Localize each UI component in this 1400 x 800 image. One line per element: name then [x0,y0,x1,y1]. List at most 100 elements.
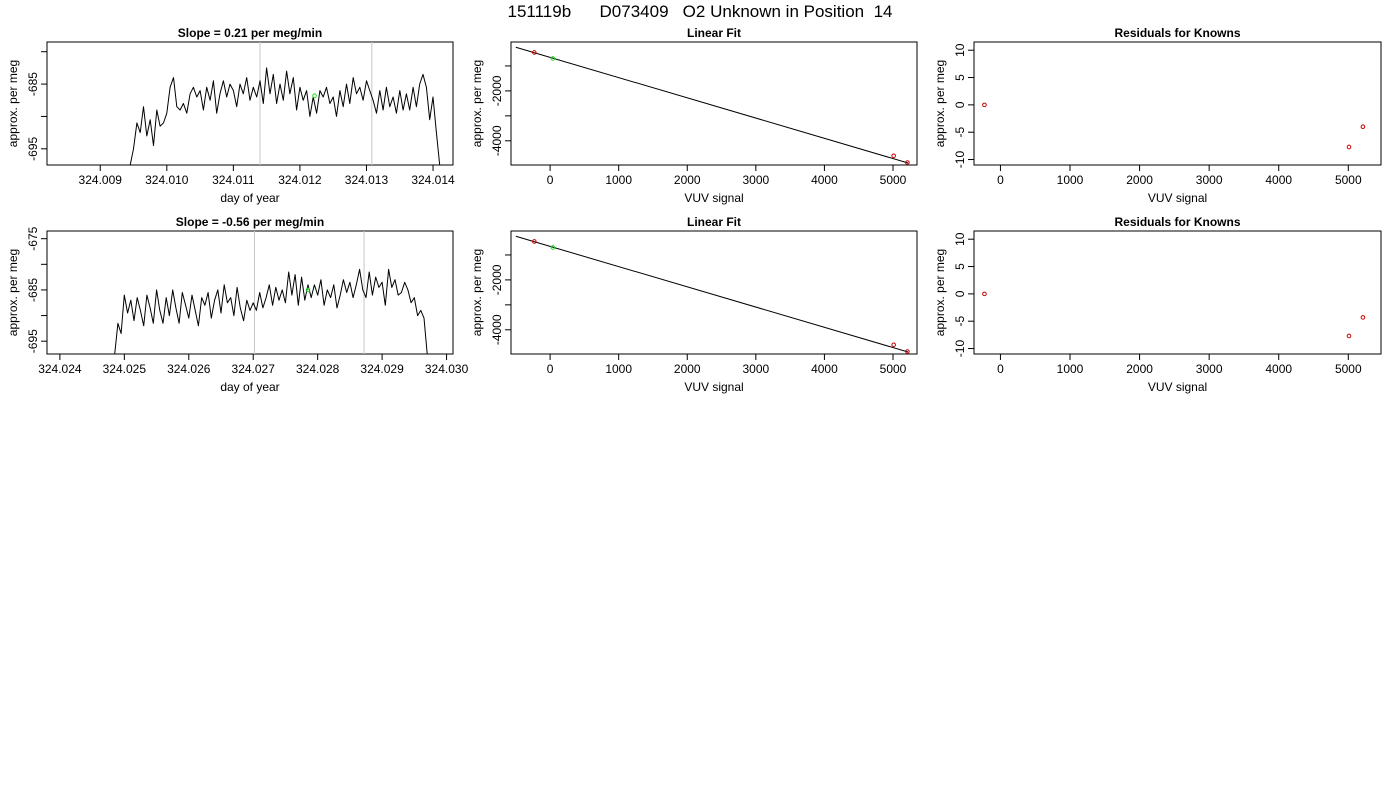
x-tick-label: 1000 [605,173,632,187]
x-tick-label: 5000 [880,173,907,187]
y-tick-label: -5 [953,127,967,138]
x-axis-label: VUV signal [684,380,743,394]
x-axis-label: VUV signal [1148,191,1207,205]
data-point [532,239,537,244]
x-tick-label: 5000 [1335,173,1362,187]
x-tick-label: 4000 [1265,362,1292,376]
x-axis-label: VUV signal [684,191,743,205]
x-tick-label: 324.024 [38,362,82,376]
y-tick-label: -695 [26,329,40,353]
x-axis-label: day of year [220,191,279,205]
data-point [1346,333,1352,339]
data-point [550,245,556,250]
y-tick-label: -10 [953,151,967,169]
data-point [905,160,910,165]
y-tick-label: -10 [953,340,967,358]
series-line [114,268,428,354]
y-tick-label: -2000 [490,75,504,106]
y-tick-label: 10 [953,232,967,246]
data-point [891,342,896,348]
x-tick-label: 324.009 [79,173,123,187]
x-tick-label: 324.026 [167,362,211,376]
chart-title: Linear Fit [687,215,741,229]
y-tick-label: 0 [953,290,967,297]
x-tick-label: 1000 [1057,173,1084,187]
chart-panel-4: Slope = -0.56 per meg/min 324.024 324.025 3… [6,215,469,394]
x-tick-label: 4000 [811,173,838,187]
figure-title: 151119b D073409 O2 Unknown in Position 1… [507,2,893,21]
x-tick-label: 4000 [811,362,838,376]
fit-line [515,235,909,353]
x-tick-label: 5000 [1335,362,1362,376]
data-point [1360,124,1366,130]
chart-panel-5: Linear Fit 0 1000 2000 3000 4000 5000 VUV signa… [470,215,918,394]
chart-title: Linear Fit [687,26,741,40]
chart-title: Slope = 0.21 per meg/min [178,26,322,40]
chart-panel-1: Slope = 0.21 per meg/min 324.009 324.010 32… [6,26,455,205]
x-tick-label: 3000 [742,173,769,187]
x-tick-label: 2000 [1126,362,1153,376]
x-tick-label: 3000 [742,362,769,376]
x-axis-label: VUV signal [1148,380,1207,394]
x-tick-label: 324.028 [296,362,340,376]
x-tick-label: 3000 [1196,173,1223,187]
y-tick-label: 0 [953,101,967,108]
x-tick-label: 324.029 [360,362,404,376]
y-tick-label: 10 [953,43,967,57]
x-tick-label: 1000 [1057,362,1084,376]
plot-marks [982,102,1366,150]
data-point [1346,144,1352,150]
x-tick-label: 324.030 [425,362,469,376]
x-tick-label: 3000 [1196,362,1223,376]
x-tick-label: 0 [547,362,554,376]
x-tick-label: 0 [997,173,1004,187]
y-tick-label: 5 [953,263,967,270]
data-point [905,349,910,354]
x-tick-label: 0 [997,362,1004,376]
y-axis-label: approx. per meg [470,60,484,147]
x-tick-label: 324.025 [103,362,147,376]
x-tick-label: 324.011 [212,173,255,187]
y-tick-label: -4000 [490,125,504,156]
y-tick-label: -2000 [490,264,504,295]
x-tick-label: 5000 [880,362,907,376]
x-tick-label: 324.013 [345,173,389,187]
chart-panel-3: Residuals for Knowns 0 1000 2000 3000 4000 500… [933,26,1382,205]
plot-frame [973,41,1382,166]
y-axis-label: approx. per meg [6,249,20,336]
plot-frame [46,230,454,355]
plot-marks [515,235,910,354]
chart-title: Residuals for Knowns [1114,215,1240,229]
x-tick-label: 2000 [674,362,701,376]
y-axis-label: approx. per meg [470,249,484,336]
fit-line [515,46,909,164]
plot-frame [973,230,1382,355]
plot-frame [510,230,918,355]
chart-title: Slope = -0.56 per meg/min [176,215,324,229]
plot-frame [46,41,454,166]
plot-marks [515,46,910,165]
x-tick-label: 324.012 [278,173,322,187]
x-tick-label: 1000 [605,362,632,376]
plot-frame [510,41,918,166]
data-point [1360,315,1366,320]
x-tick-label: 324.014 [411,173,455,187]
series-line [129,67,441,165]
plot-marks [129,42,441,165]
y-axis-label: approx. per meg [933,60,947,147]
y-tick-label: -695 [26,136,40,160]
data-point [532,50,537,55]
data-point [312,93,317,99]
chart-panel-6: Residuals for Knowns 0 1000 2000 3000 4000 500… [933,215,1382,394]
data-point [891,153,896,159]
data-point [305,287,311,293]
plot-marks [982,291,1366,339]
x-tick-label: 0 [547,173,554,187]
y-tick-label: -5 [953,316,967,327]
plot-marks [114,231,428,354]
y-tick-label: -675 [26,226,40,250]
x-tick-label: 2000 [1126,173,1153,187]
y-axis-label: approx. per meg [933,249,947,336]
x-tick-label: 4000 [1265,173,1292,187]
